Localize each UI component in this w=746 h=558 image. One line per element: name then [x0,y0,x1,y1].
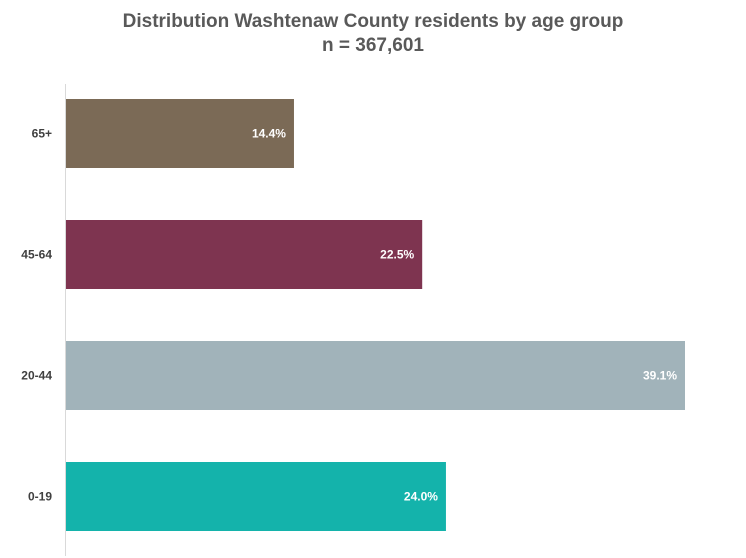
bar-45-64 [66,220,423,289]
category-tick-label: 20-44 [21,369,52,383]
bar-65+ [66,99,294,168]
chart-title-block: Distribution Washtenaw County residents … [0,10,746,58]
category-tick-label: 65+ [32,127,52,141]
bar-20-44 [66,341,685,410]
bar-value-label: 39.1% [643,369,677,383]
bar-0-19 [66,462,446,531]
chart-subtitle: n = 367,601 [322,35,424,56]
bar-value-label: 22.5% [380,248,414,262]
bar-value-label: 24.0% [404,490,438,504]
bars-group: 65+ 14.4% 45-64 22.5% 20-44 39.1% 0-19 24.0% [21,99,685,531]
category-tick-label: 45-64 [21,248,52,262]
category-tick-label: 0-19 [28,490,52,504]
bar-value-label: 14.4% [252,127,286,141]
chart-title: Distribution Washtenaw County residents … [122,11,624,32]
